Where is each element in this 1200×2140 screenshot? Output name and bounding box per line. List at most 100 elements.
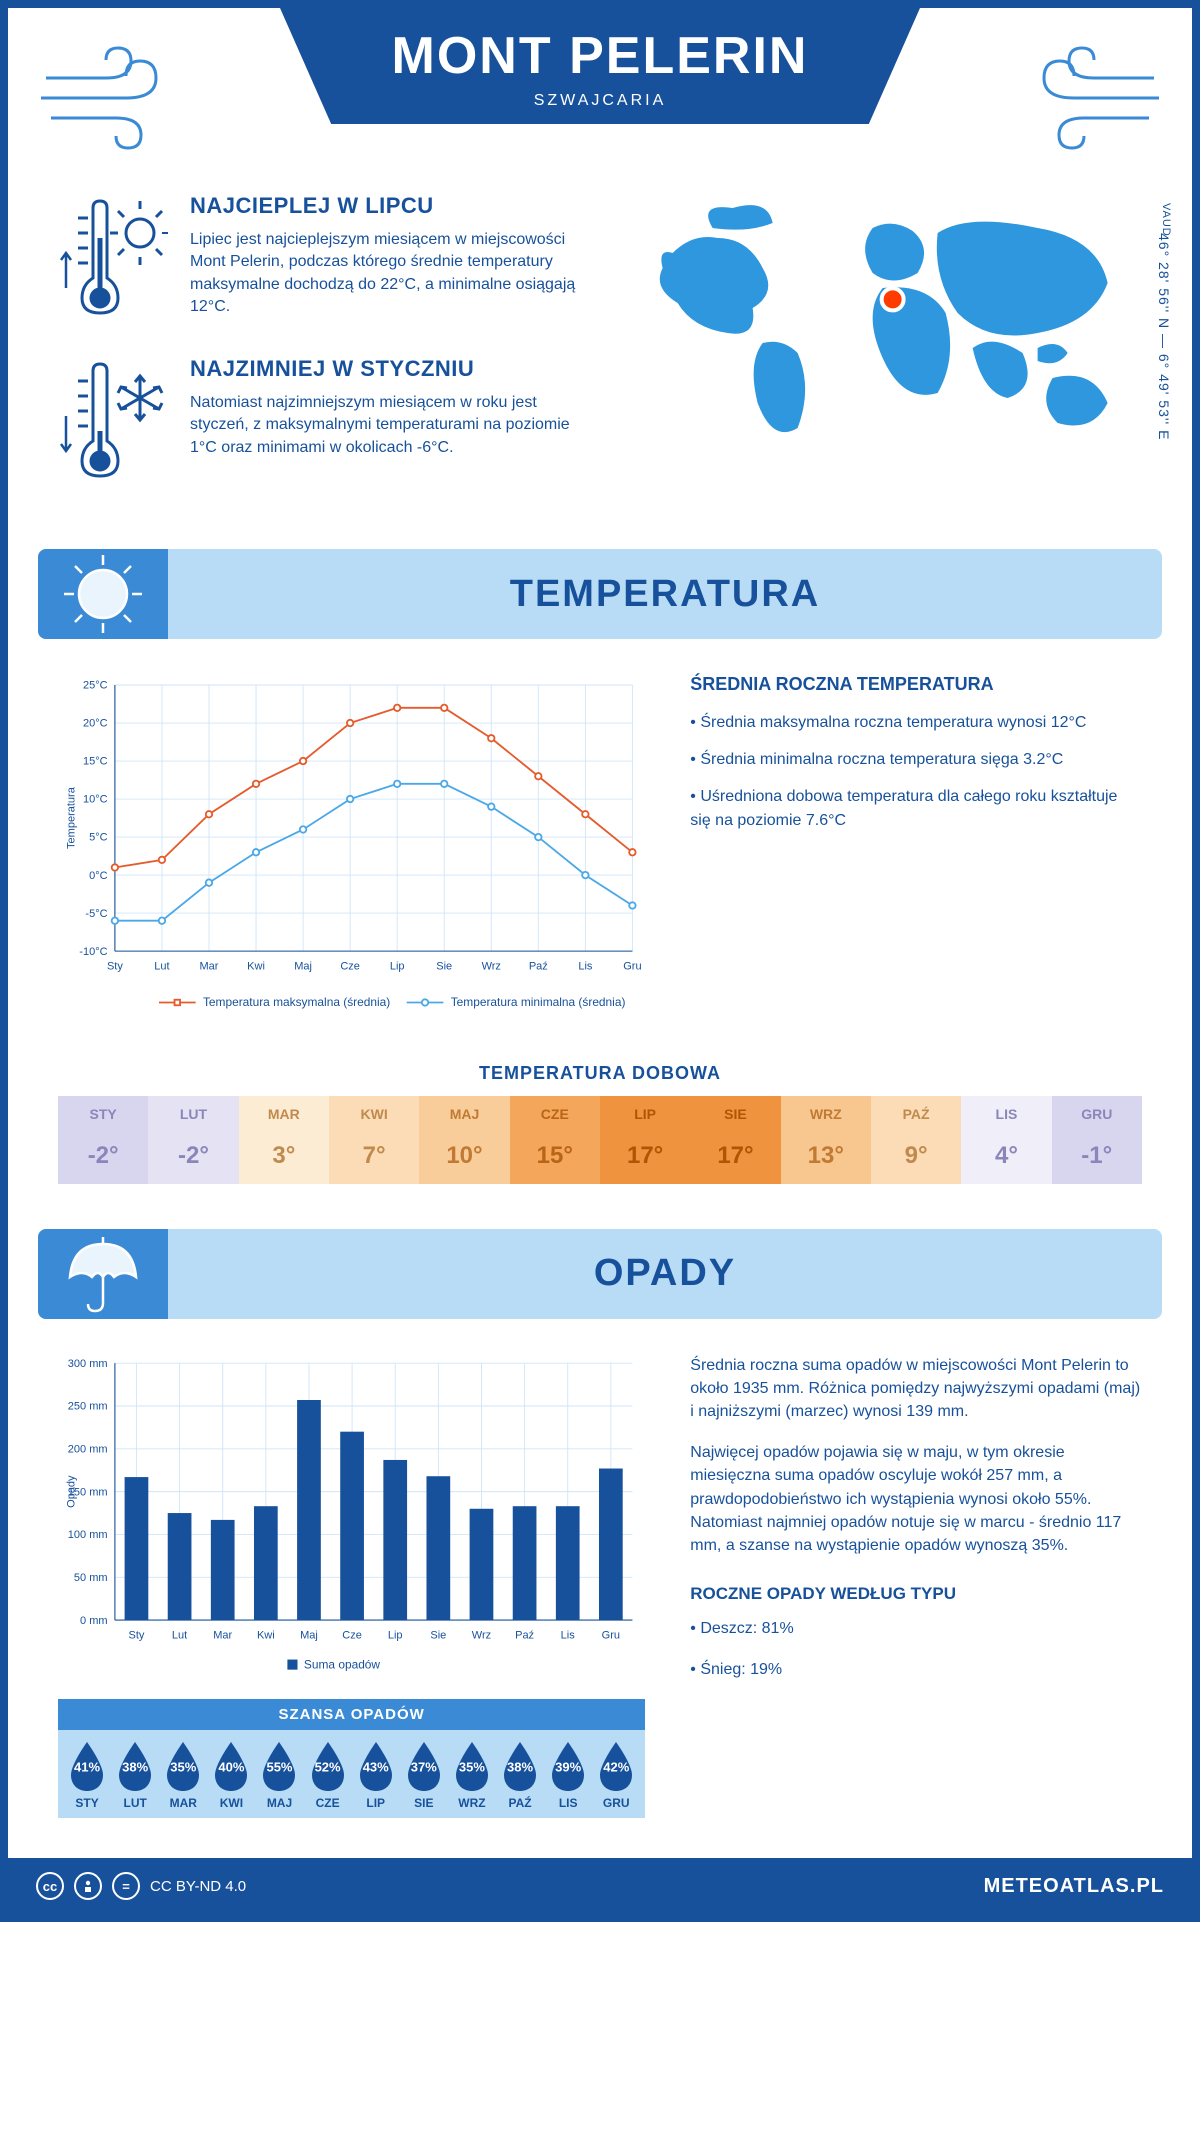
umbrella-section-icon <box>38 1229 168 1319</box>
chance-month: CZE <box>304 1796 352 1810</box>
svg-text:200 mm: 200 mm <box>68 1443 108 1455</box>
daily-value: 13° <box>781 1132 871 1184</box>
section-title-precip: OPADY <box>168 1252 1162 1295</box>
svg-text:Kwi: Kwi <box>247 960 265 972</box>
intro-section: NAJCIEPLEJ W LIPCU Lipiec jest najcieple… <box>8 183 1192 549</box>
license-text: CC BY-ND 4.0 <box>150 1878 246 1895</box>
chance-month: WRZ <box>448 1796 496 1810</box>
svg-text:Lis: Lis <box>578 960 593 972</box>
svg-text:100 mm: 100 mm <box>68 1529 108 1541</box>
raindrop-icon: 40% <box>209 1740 253 1792</box>
chance-cell: 52% CZE <box>304 1740 352 1810</box>
precip-rain: • Deszcz: 81% <box>690 1617 1142 1640</box>
svg-text:Kwi: Kwi <box>257 1629 275 1641</box>
raindrop-icon: 35% <box>161 1740 205 1792</box>
precip-bar-chart: 0 mm50 mm100 mm150 mm200 mm250 mm300 mmS… <box>58 1354 645 1684</box>
map-coords: 46° 28' 56'' N — 6° 49' 53'' E <box>1156 233 1172 440</box>
raindrop-icon: 52% <box>306 1740 350 1792</box>
by-icon <box>74 1872 102 1900</box>
daily-month: SIE <box>690 1096 780 1132</box>
daily-cell: LIP17° <box>600 1096 690 1184</box>
svg-text:15°C: 15°C <box>83 756 108 768</box>
svg-text:Mar: Mar <box>213 1629 232 1641</box>
chance-cell: 35% WRZ <box>448 1740 496 1810</box>
svg-text:Maj: Maj <box>294 960 312 972</box>
svg-text:Sie: Sie <box>430 1629 446 1641</box>
section-bar-precip: OPADY <box>38 1229 1162 1319</box>
daily-cell: MAJ10° <box>419 1096 509 1184</box>
svg-text:Cze: Cze <box>340 960 360 972</box>
daily-value: 17° <box>600 1132 690 1184</box>
chance-value: 39% <box>555 1760 581 1775</box>
daily-value: 17° <box>690 1132 780 1184</box>
chance-month: MAR <box>159 1796 207 1810</box>
chance-value: 40% <box>218 1760 244 1775</box>
raindrop-icon: 38% <box>498 1740 542 1792</box>
svg-text:Wrz: Wrz <box>472 1629 491 1641</box>
daily-month: KWI <box>329 1096 419 1132</box>
daily-value: -2° <box>58 1132 148 1184</box>
fact-cold-title: NAJZIMNIEJ W STYCZNIU <box>190 356 593 382</box>
thermometer-sun-icon <box>58 193 168 328</box>
daily-cell: PAŹ9° <box>871 1096 961 1184</box>
daily-value: -1° <box>1052 1132 1142 1184</box>
svg-text:250 mm: 250 mm <box>68 1400 108 1412</box>
raindrop-icon: 38% <box>113 1740 157 1792</box>
daily-cell: SIE17° <box>690 1096 780 1184</box>
nd-icon: = <box>112 1872 140 1900</box>
chance-month: STY <box>63 1796 111 1810</box>
fact-warm-text: Lipiec jest najcieplejszym miesiącem w m… <box>190 229 593 319</box>
raindrop-icon: 43% <box>354 1740 398 1792</box>
daily-month: LIS <box>961 1096 1051 1132</box>
map-region: VAUD <box>1160 203 1172 237</box>
cc-icon: cc <box>36 1872 64 1900</box>
chance-row: 41%STY38%LUT35%MAR40%KWI55%MAJ52%CZE43%L… <box>58 1730 645 1818</box>
precip-type-title: ROCZNE OPADY WEDŁUG TYPU <box>690 1582 1142 1607</box>
daily-month: LIP <box>600 1096 690 1132</box>
temperature-body: -10°C-5°C0°C5°C10°C15°C20°C25°CStyLutMar… <box>8 639 1192 1048</box>
precip-para-1: Średnia roczna suma opadów w miejscowośc… <box>690 1354 1142 1424</box>
daily-cell: KWI7° <box>329 1096 419 1184</box>
raindrop-icon: 55% <box>257 1740 301 1792</box>
temp-bullet-1: • Średnia maksymalna roczna temperatura … <box>690 711 1142 734</box>
thermometer-snow-icon <box>58 356 168 491</box>
chance-month: SIE <box>400 1796 448 1810</box>
sun-section-icon <box>38 549 168 639</box>
raindrop-icon: 35% <box>450 1740 494 1792</box>
daily-cell: LUT-2° <box>148 1096 238 1184</box>
chance-value: 35% <box>459 1760 485 1775</box>
chance-cell: 38%LUT <box>111 1740 159 1810</box>
chance-value: 41% <box>74 1760 100 1775</box>
chance-value: 37% <box>411 1760 437 1775</box>
svg-text:Cze: Cze <box>342 1629 362 1641</box>
header-banner: MONT PELERIN SZWAJCARIA <box>280 8 920 124</box>
chance-cell: 41% STY <box>63 1740 111 1810</box>
temp-summary-title: ŚREDNIA ROCZNA TEMPERATURA <box>690 674 1142 695</box>
fact-cold-text: Natomiast najzimniejszym miesiącem w rok… <box>190 392 593 459</box>
svg-text:20°C: 20°C <box>83 718 108 730</box>
chance-month: LIS <box>544 1796 592 1810</box>
fact-coldest: NAJZIMNIEJ W STYCZNIU Natomiast najzimni… <box>58 356 593 491</box>
wind-icon-left <box>36 43 186 153</box>
chance-block: SZANSA OPADÓW 41%STY38%LUT35%MAR40%KWI55… <box>58 1699 645 1818</box>
daily-temp-title: TEMPERATURA DOBOWA <box>8 1063 1192 1084</box>
header: MONT PELERIN SZWAJCARIA <box>8 8 1192 183</box>
daily-cell: WRZ13° <box>781 1096 871 1184</box>
daily-value: 10° <box>419 1132 509 1184</box>
intro-facts: NAJCIEPLEJ W LIPCU Lipiec jest najcieple… <box>58 193 593 519</box>
chance-value: 55% <box>266 1760 292 1775</box>
daily-cell: CZE15° <box>510 1096 600 1184</box>
chance-month: MAJ <box>255 1796 303 1810</box>
daily-month: MAR <box>239 1096 329 1132</box>
svg-text:0°C: 0°C <box>89 870 108 882</box>
chance-month: PAŹ <box>496 1796 544 1810</box>
chance-value: 38% <box>122 1760 148 1775</box>
raindrop-icon: 37% <box>402 1740 446 1792</box>
chance-month: GRU <box>592 1796 640 1810</box>
svg-text:Lut: Lut <box>154 960 169 972</box>
svg-text:Lip: Lip <box>390 960 405 972</box>
temp-chart-box: -10°C-5°C0°C5°C10°C15°C20°C25°CStyLutMar… <box>58 674 645 1028</box>
chance-cell: 35% MAR <box>159 1740 207 1810</box>
daily-month: GRU <box>1052 1096 1142 1132</box>
daily-month: STY <box>58 1096 148 1132</box>
